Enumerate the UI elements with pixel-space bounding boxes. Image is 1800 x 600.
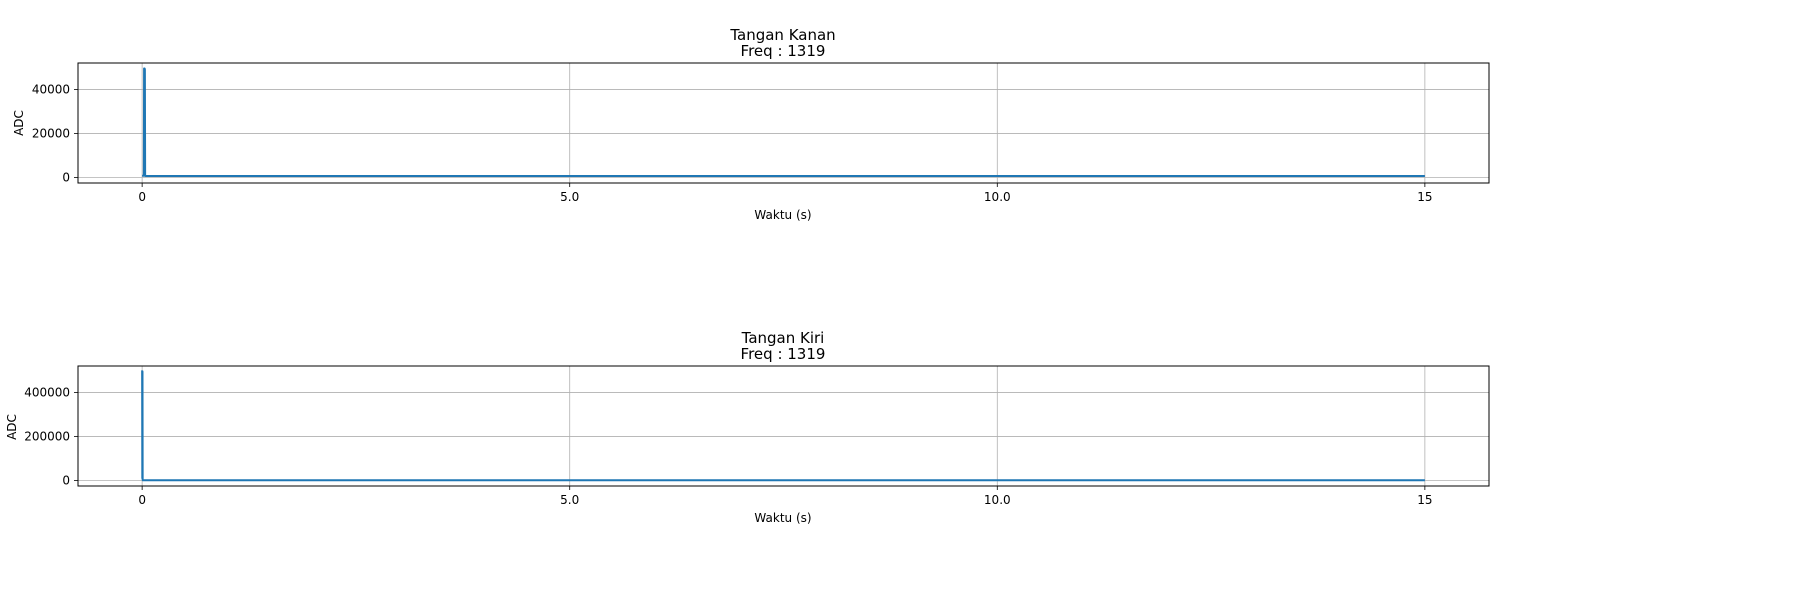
y-tick-label: 400000 <box>24 385 70 399</box>
y-tick-label: 20000 <box>32 126 70 140</box>
y-tick-label: 0 <box>62 473 70 487</box>
plot-frame-1 <box>77 62 1490 184</box>
series-line <box>141 370 1425 482</box>
series-line <box>141 67 1425 177</box>
grid-lines-2 <box>78 366 1489 486</box>
chart-title-2: Tangan Kiri <box>741 329 825 347</box>
x-axis-label-1: Waktu (s) <box>754 208 811 222</box>
panel-tangan-kiri: Tangan Kiri Freq : 1319 0 5.0 10.0 15 0 20000… <box>5 329 1490 525</box>
y-tick-label: 0 <box>62 170 70 184</box>
plot-frame-2 <box>77 365 1490 487</box>
y-tick-label: 200000 <box>24 429 70 443</box>
x-tick-label: 0 <box>138 493 146 507</box>
chart-title-1: Tangan Kanan <box>729 26 835 44</box>
x-axis-label-2: Waktu (s) <box>754 511 811 525</box>
grid-lines-1 <box>78 63 1489 183</box>
panel-tangan-kanan: Tangan Kanan Freq : 1319 0 5.0 10.0 15 0 2000… <box>12 26 1490 222</box>
x-tick-label: 5.0 <box>560 190 579 204</box>
axis-ticks-1: 0 5.0 10.0 15 0 20000 40000 <box>32 82 1433 204</box>
y-axis-label-1: ADC <box>12 110 26 136</box>
x-tick-label: 5.0 <box>560 493 579 507</box>
x-tick-label: 15 <box>1417 493 1432 507</box>
x-tick-label: 10.0 <box>984 190 1011 204</box>
x-tick-label: 0 <box>138 190 146 204</box>
x-tick-label: 15 <box>1417 190 1432 204</box>
axis-ticks-2: 0 5.0 10.0 15 0 200000 400000 <box>24 385 1432 507</box>
chart-subtitle-1: Freq : 1319 <box>741 42 826 60</box>
series-group-1 <box>141 67 1425 177</box>
series-group-2 <box>141 370 1425 482</box>
x-tick-label: 10.0 <box>984 493 1011 507</box>
y-tick-label: 40000 <box>32 82 70 96</box>
chart-subtitle-2: Freq : 1319 <box>741 345 826 363</box>
y-axis-label-2: ADC <box>5 414 19 440</box>
